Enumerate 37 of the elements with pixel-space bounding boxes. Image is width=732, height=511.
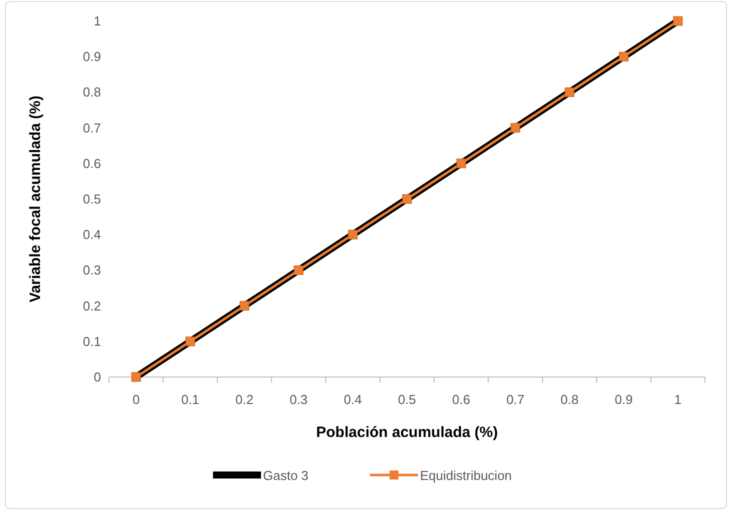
point <box>186 336 196 346</box>
y-tick-label: 0.6 <box>82 156 101 171</box>
y-tick-label: 0.3 <box>82 262 101 278</box>
x-tick-label: 0.7 <box>506 392 524 407</box>
y-tick-label: 0.4 <box>82 227 101 242</box>
point <box>456 158 466 168</box>
point <box>402 194 412 204</box>
point <box>510 123 520 133</box>
point <box>131 372 141 382</box>
point <box>348 230 358 240</box>
y-tick-label: 0.7 <box>82 120 101 136</box>
x-tick-label: 0.6 <box>452 392 470 407</box>
y-tick-label: 0.1 <box>82 334 101 349</box>
point <box>564 87 574 97</box>
x-axis-title: Población acumulada (%) <box>316 424 498 441</box>
x-tick-label: 0.8 <box>560 392 579 407</box>
y-tick-label: 0.2 <box>82 298 101 314</box>
y-tick-label: 0.8 <box>82 84 101 100</box>
x-tick-label: 0 <box>132 392 140 407</box>
x-tick-label: 0.4 <box>344 392 362 407</box>
x-tick-label: 0.3 <box>290 392 308 407</box>
x-tick-label: 1 <box>674 392 682 407</box>
y-axis-title: Variable focal acumulada (%) <box>27 96 44 302</box>
y-tick-label: 0 <box>94 370 101 384</box>
point <box>618 52 628 62</box>
x-tick-label: 0.1 <box>181 392 200 407</box>
x-tick-label: 0.5 <box>398 392 416 407</box>
y-tick-label: 0.5 <box>82 192 101 206</box>
point <box>294 265 304 275</box>
x-tick-label: 0.9 <box>614 392 633 407</box>
y-tick-label: 0.9 <box>82 49 101 64</box>
legend-label: Gasto 3 <box>263 468 309 483</box>
y-tick-label: 1 <box>94 14 101 28</box>
point <box>240 301 250 311</box>
x-tick-label: 0.2 <box>235 392 254 407</box>
legend-label: Equidistribucion <box>420 468 512 483</box>
point <box>673 16 683 26</box>
